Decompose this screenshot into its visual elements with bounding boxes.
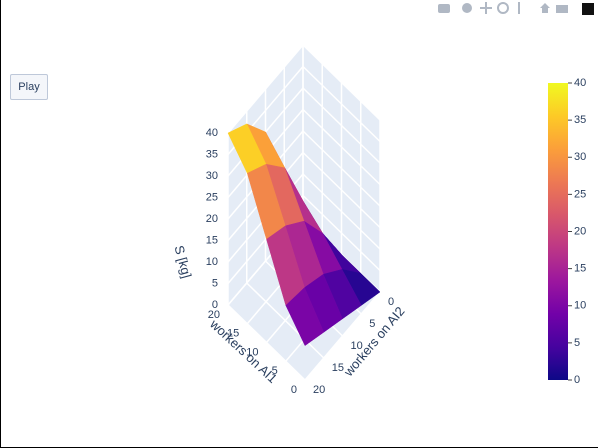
colorbar-tick-label: 30 xyxy=(574,151,586,163)
orbit-icon[interactable] xyxy=(497,2,509,14)
z-tick-label: 15 xyxy=(206,234,218,246)
y-tick-label: 15 xyxy=(332,362,344,374)
z-tick-label: 30 xyxy=(206,170,218,182)
colorbar-tick-label: 10 xyxy=(574,300,586,312)
colorbar-tick-label: 40 xyxy=(574,77,586,89)
zoom-icon[interactable] xyxy=(462,3,472,13)
plotly-logo[interactable] xyxy=(582,3,594,15)
grid-line xyxy=(302,194,381,272)
pan-icon-v[interactable] xyxy=(485,2,487,14)
modebar[interactable] xyxy=(438,2,594,15)
z-tick-label: 20 xyxy=(206,213,218,225)
x-tick-label: 10 xyxy=(246,346,258,358)
x-tick-label: 15 xyxy=(227,328,239,340)
y-tick-label: 10 xyxy=(351,340,363,352)
z-tick-label: 0 xyxy=(212,299,218,311)
x-tick-label: 5 xyxy=(272,365,278,377)
grid-line xyxy=(302,173,381,250)
y-tick-label: 0 xyxy=(388,296,394,308)
z-axis-title: S [kg] xyxy=(171,244,194,280)
surface-patch xyxy=(285,287,325,346)
grid-line xyxy=(302,130,381,207)
grid-line xyxy=(302,108,381,186)
grid-line xyxy=(227,44,304,134)
y-tick-label: 20 xyxy=(313,384,325,396)
z-tick-label: 5 xyxy=(212,277,218,289)
z-tick-label: 40 xyxy=(206,127,218,139)
z-tick-label: 35 xyxy=(206,148,218,160)
grid-line xyxy=(246,282,325,359)
grid-line xyxy=(302,87,381,164)
reset-icon[interactable] xyxy=(556,5,568,13)
colorbar-tick-label: 0 xyxy=(574,374,580,386)
colorbar-tick-label: 35 xyxy=(574,114,586,126)
z-tick-label: 25 xyxy=(206,191,218,203)
x-tick-label: 0 xyxy=(291,384,297,396)
colorbar-tick-label: 15 xyxy=(574,263,586,275)
colorbar-tick-label: 5 xyxy=(574,337,580,349)
home-icon[interactable] xyxy=(540,3,550,13)
grid-line xyxy=(302,65,381,143)
play-button[interactable]: Play xyxy=(10,74,48,100)
z-tick-label: 10 xyxy=(206,256,218,268)
turntable-icon[interactable] xyxy=(518,2,520,14)
grid-line xyxy=(227,304,306,381)
grid-line xyxy=(302,44,381,121)
camera-icon[interactable] xyxy=(438,4,450,13)
grid-line xyxy=(302,151,381,229)
x-tick-label: 20 xyxy=(208,309,220,321)
colorbar xyxy=(548,83,568,380)
colorbar-tick-label: 25 xyxy=(574,188,586,200)
y-tick-label: 5 xyxy=(369,318,375,330)
colorbar-tick-label: 20 xyxy=(574,225,586,237)
